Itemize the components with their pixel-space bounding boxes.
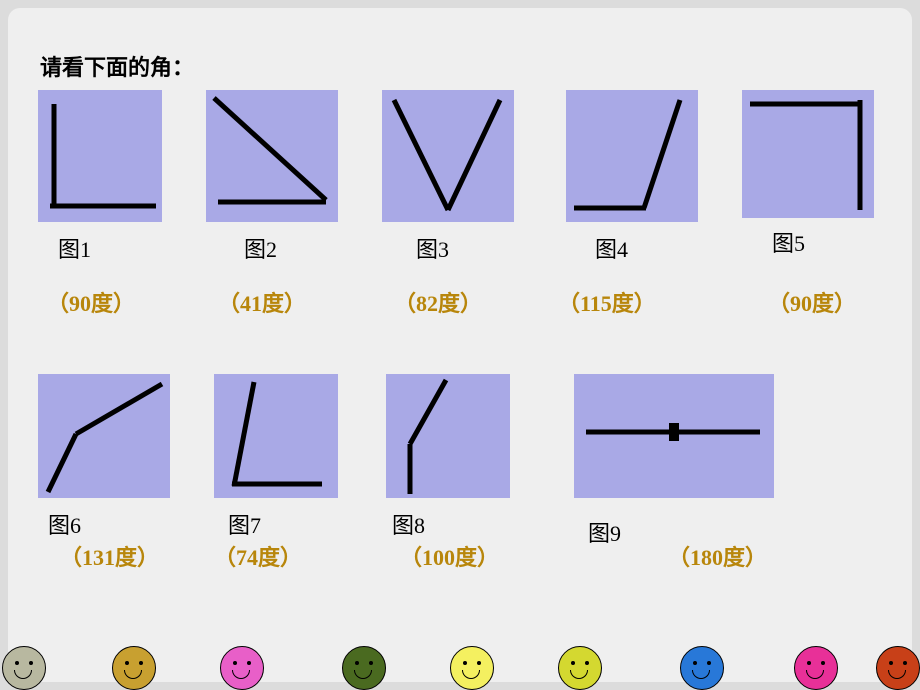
figure-label-4: 图4: [595, 232, 628, 264]
smiley-icon-2: [112, 646, 156, 690]
smiley-icon-8: [794, 646, 838, 690]
figure-degree-2: （41度）: [218, 286, 306, 318]
angle-fig8: [386, 374, 510, 498]
smiley-icon-9: [876, 646, 920, 690]
figure-degree-8: （100度）: [400, 540, 499, 572]
figure-label-7: 图7: [228, 508, 261, 540]
figure-label-5: 图5: [772, 226, 805, 258]
figure-degree-9: （180度）: [668, 540, 767, 572]
angle-fig9: [574, 374, 774, 498]
figure-label-3: 图3: [416, 232, 449, 264]
smiley-icon-1: [2, 646, 46, 690]
angle-fig2: [206, 90, 338, 222]
figure-degree-6: （131度）: [60, 540, 159, 572]
smiley-icon-4: [342, 646, 386, 690]
figure-degree-7: （74度）: [214, 540, 302, 572]
figure-degree-5: （90度）: [768, 286, 856, 318]
smiley-icon-3: [220, 646, 264, 690]
smiley-icon-5: [450, 646, 494, 690]
figure-degree-1: （90度）: [47, 286, 135, 318]
page-title: 请看下面的角：: [40, 50, 194, 82]
angle-fig5: [742, 90, 874, 218]
figure-label-8: 图8: [392, 508, 425, 540]
figure-label-2: 图2: [244, 232, 277, 264]
figure-degree-3: （82度）: [394, 286, 482, 318]
angle-fig1: [38, 90, 162, 222]
angle-fig3: [382, 90, 514, 222]
figure-label-9: 图9: [588, 516, 621, 548]
smiley-icon-6: [558, 646, 602, 690]
angle-fig6: [38, 374, 170, 498]
angle-fig4: [566, 90, 698, 222]
figure-label-6: 图6: [48, 508, 81, 540]
figure-degree-4: （115度）: [558, 286, 656, 318]
figure-label-1: 图1: [58, 232, 91, 264]
angle-fig7: [214, 374, 338, 498]
smiley-icon-7: [680, 646, 724, 690]
